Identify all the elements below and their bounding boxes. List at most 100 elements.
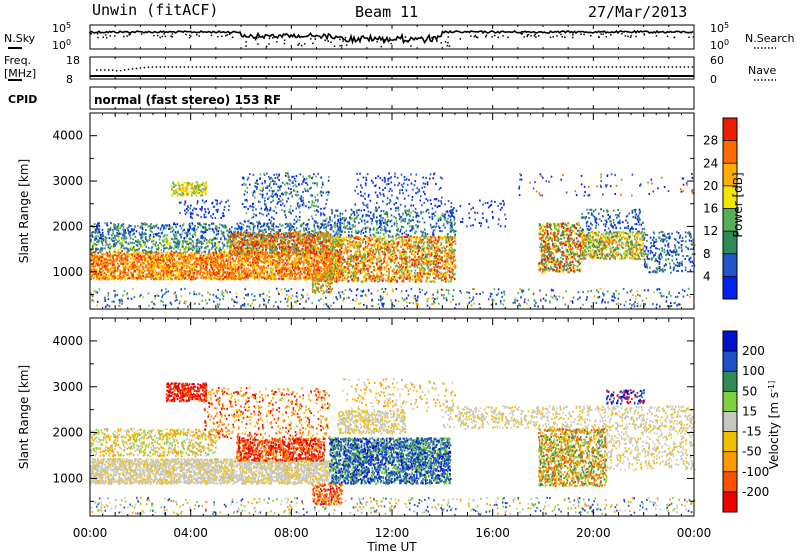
power-cell [115, 226, 118, 229]
power-cell [205, 272, 207, 275]
power-cell [199, 266, 202, 269]
power-cell [205, 265, 207, 268]
power-cell [98, 276, 100, 279]
power-cell [248, 226, 251, 229]
power-cell [155, 271, 158, 274]
power-cell [313, 266, 316, 269]
power-cell [236, 250, 238, 253]
power-cell [287, 273, 289, 276]
power-cell [225, 267, 227, 270]
power-cell [194, 225, 196, 228]
power-cell [274, 253, 276, 256]
power-cell [289, 263, 292, 266]
noise-left-tick-bottom: 100 [52, 38, 71, 53]
power-cell [215, 230, 218, 233]
noise-search-point [228, 33, 231, 35]
power-cell [141, 271, 143, 274]
power-cell [136, 256, 138, 259]
power-cell [250, 256, 252, 258]
power-cell [222, 225, 224, 228]
noise-search-point [673, 36, 676, 39]
power-cell [174, 245, 177, 248]
power-cell [240, 264, 243, 267]
power-cell [145, 229, 147, 232]
power-cell [152, 243, 155, 246]
power-cell [268, 273, 271, 276]
power-cell [138, 231, 140, 234]
power-cell [99, 237, 101, 240]
power-cell [275, 268, 277, 270]
power-cell [179, 233, 181, 236]
power-cell [204, 237, 207, 240]
power-cell [312, 263, 314, 266]
freq-left-tick-top: 18 [66, 54, 80, 67]
power-cell [131, 249, 133, 251]
power-cell [187, 248, 190, 251]
power-cell [244, 260, 247, 263]
power-cell [156, 258, 158, 261]
power-cell [227, 267, 229, 270]
power-cell [122, 262, 125, 265]
power-cell [311, 268, 313, 271]
power-cell [122, 223, 125, 226]
power-cell [224, 264, 226, 267]
power-cell [106, 260, 109, 263]
power-cell [184, 240, 187, 243]
power-cell [186, 241, 188, 243]
power-cell [126, 272, 129, 275]
power-cell [215, 246, 218, 249]
noise-search-point [312, 42, 314, 45]
power-cell [209, 227, 211, 230]
power-cell [313, 261, 315, 264]
power-cell [280, 268, 282, 271]
power-cell [157, 265, 159, 268]
power-cell [154, 277, 157, 280]
power-cell [92, 275, 95, 278]
power-cell [254, 276, 256, 279]
power-cell [116, 251, 118, 253]
power-cell [214, 276, 216, 279]
power-cell [137, 225, 139, 228]
power-cell [202, 255, 204, 258]
power-cell [95, 243, 98, 246]
nave-trace [96, 66, 694, 72]
power-cell [168, 269, 170, 272]
power-cell [234, 227, 236, 230]
power-cell [215, 274, 218, 277]
power-cell [249, 256, 251, 259]
power-cell [138, 240, 141, 243]
power-cell [195, 253, 197, 256]
power-cell [216, 261, 218, 264]
power-cell [165, 255, 168, 258]
noise-search-point [444, 41, 447, 43]
power-cell [306, 225, 309, 228]
power-cell [264, 254, 267, 257]
power-cell [236, 264, 238, 267]
power-cell [104, 222, 106, 225]
noise-sky-label: N.Sky [4, 32, 36, 45]
power-cell [323, 276, 325, 279]
power-cell [202, 226, 205, 229]
power-cell [181, 251, 184, 254]
power-cell [176, 268, 178, 271]
power-cell [173, 235, 176, 238]
power-cell [101, 247, 104, 250]
power-cell [205, 247, 207, 250]
power-cell [216, 242, 219, 245]
power-cell [211, 267, 214, 270]
noise-search-point [530, 35, 532, 37]
power-cell [160, 260, 162, 263]
power-cell [174, 223, 177, 226]
noise-search-point [470, 35, 472, 37]
power-cell [108, 277, 111, 280]
power-cell [143, 243, 145, 245]
power-cell [290, 275, 293, 278]
power-cell [140, 263, 142, 266]
power-cell [91, 257, 93, 260]
power-cell [189, 232, 191, 235]
power-cell [120, 236, 123, 239]
power-cell [246, 257, 248, 260]
power-cell [281, 269, 284, 272]
noise-search-point [164, 35, 167, 38]
noise-search-point [268, 37, 271, 40]
